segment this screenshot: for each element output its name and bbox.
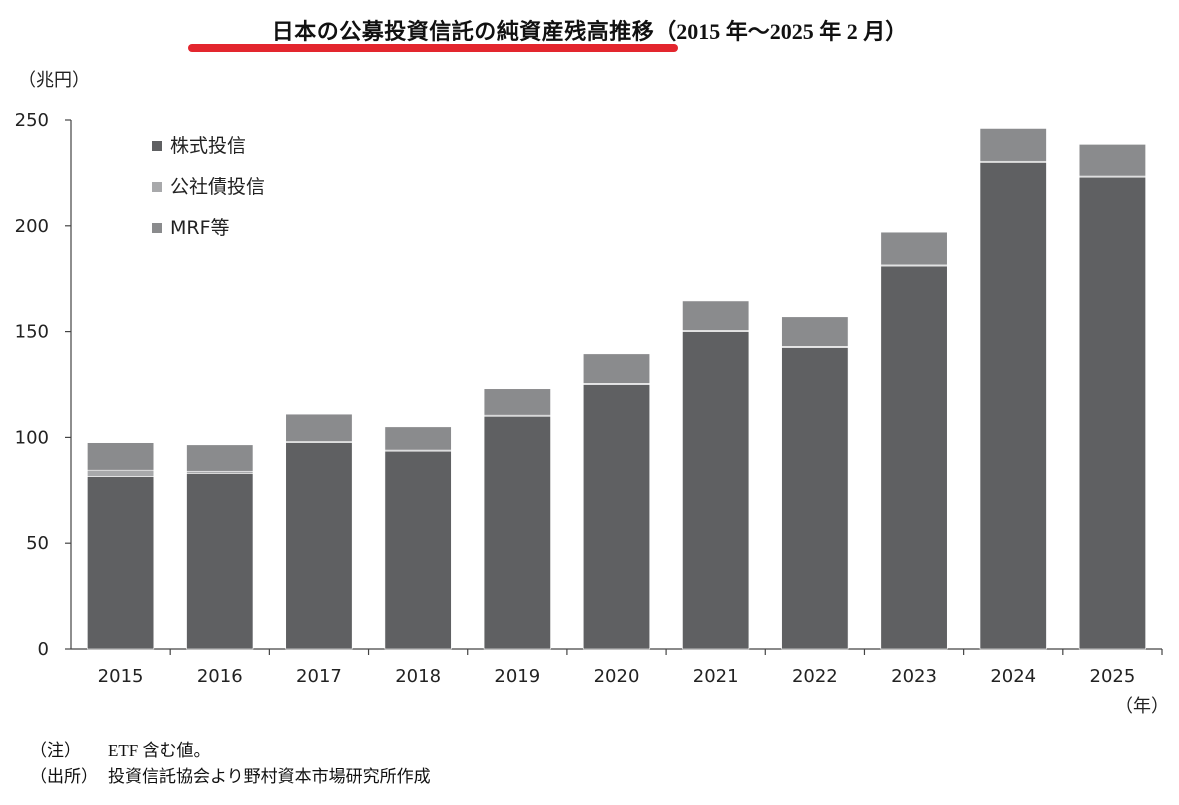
bar-segment <box>781 347 849 650</box>
chart-title-block: 日本の公募投資信託の純資産残高推移（2015 年～2025 年 2 月） <box>0 14 1179 46</box>
x-tick-label: 2022 <box>792 666 838 687</box>
bar-segment <box>384 426 452 451</box>
x-tick-label: 2024 <box>990 666 1036 687</box>
bar-segment <box>880 231 948 266</box>
bar-segment <box>979 162 1047 650</box>
x-tick-label: 2025 <box>1090 666 1136 687</box>
bar-segment <box>285 413 353 442</box>
source-label: （出所） <box>30 767 98 786</box>
x-tick-label: 2016 <box>197 666 243 687</box>
y-tick-label: 0 <box>38 639 49 660</box>
y-axis-label: （兆円） <box>18 70 90 91</box>
bar-segment <box>87 476 155 650</box>
legend-swatch <box>152 182 162 192</box>
source-text: 投資信託協会より野村資本市場研究所作成 <box>108 767 431 786</box>
bar-segment <box>582 353 651 384</box>
bar-segment <box>979 128 1047 162</box>
bar-segment <box>483 415 551 650</box>
chart-subtitle: （2015 年～2025 年 2 月） <box>654 19 908 44</box>
y-tick-label: 50 <box>26 533 49 554</box>
x-tick-label: 2021 <box>693 666 739 687</box>
title-underline <box>188 44 678 52</box>
bar-segment <box>1078 176 1146 650</box>
bar-segment <box>87 469 155 477</box>
bar-segment <box>483 388 551 416</box>
y-tick-label: 150 <box>15 322 49 343</box>
bar-segment <box>880 265 948 650</box>
bar-segment <box>582 384 651 650</box>
legend-label: MRF等 <box>170 217 230 239</box>
bar-segment <box>682 300 750 331</box>
bars <box>87 128 1146 650</box>
x-axis-label: （年） <box>1115 696 1169 717</box>
bar-segment <box>186 470 254 474</box>
bar-segment <box>1078 144 1146 177</box>
axes: 0 50 100 150 200 250 2015 2016 2017 2018 2019 2020 2… <box>15 110 1163 687</box>
legend-label: 株式投信 <box>170 135 246 157</box>
legend-label: 公社債投信 <box>170 176 265 198</box>
bar-segment <box>285 442 353 650</box>
note-row: （注） ETF 含む値。 <box>30 738 431 764</box>
y-tick-label: 250 <box>15 110 49 131</box>
x-tick-label: 2015 <box>98 666 144 687</box>
bar-segment <box>186 473 254 650</box>
x-tick-label: 2023 <box>891 666 937 687</box>
source-row: （出所） 投資信託協会より野村資本市場研究所作成 <box>30 764 431 790</box>
y-tick-label: 200 <box>15 216 49 237</box>
chart-title: 日本の公募投資信託の純資産残高推移 <box>271 20 655 45</box>
bar-segment <box>87 442 155 471</box>
footnotes: （注） ETF 含む値。 （出所） 投資信託協会より野村資本市場研究所作成 <box>30 738 431 790</box>
note-text: ETF 含む値。 <box>108 741 211 760</box>
x-tick-label: 2019 <box>494 666 540 687</box>
legend-swatch <box>152 223 162 233</box>
bar-segment <box>384 450 452 650</box>
bar-segment <box>781 316 849 347</box>
note-label: （注） <box>30 741 81 760</box>
x-tick-label: 2020 <box>594 666 640 687</box>
y-tick-label: 100 <box>15 427 49 448</box>
bar-segment <box>186 444 254 472</box>
legend-swatch <box>152 141 162 151</box>
x-tick-label: 2017 <box>296 666 342 687</box>
bar-segment <box>682 331 750 650</box>
x-tick-label: 2018 <box>395 666 441 687</box>
